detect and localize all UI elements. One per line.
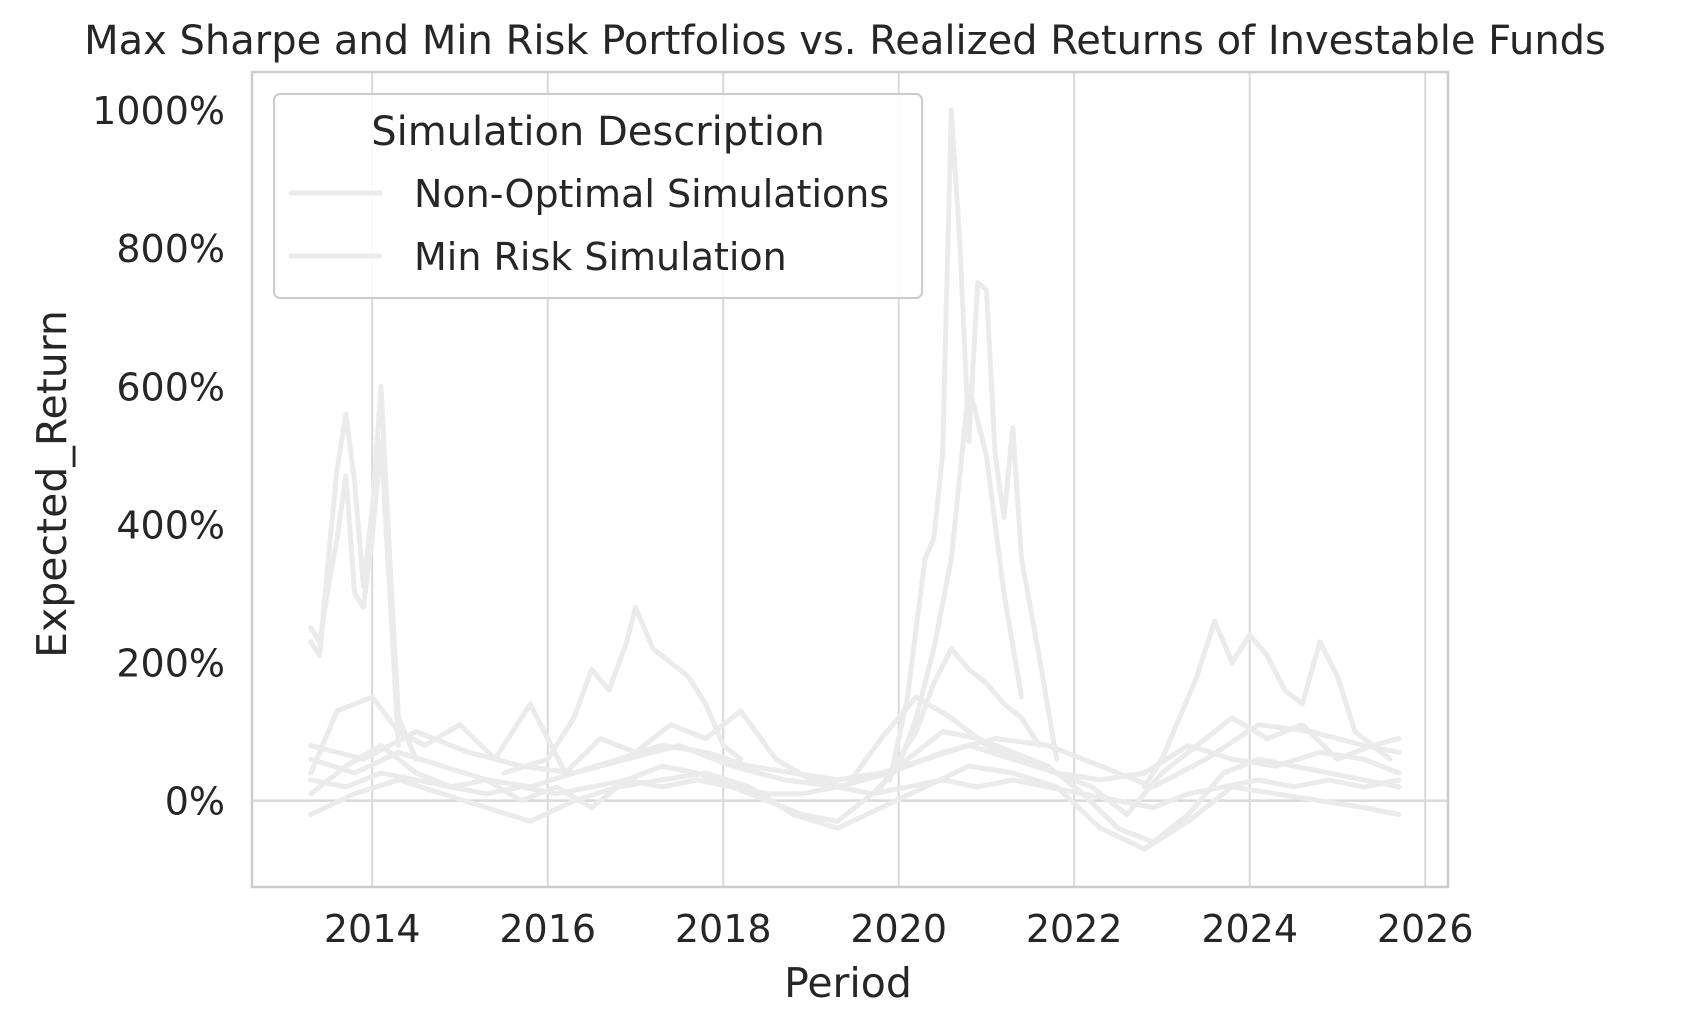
legend-box xyxy=(273,93,923,299)
tick-labels: 2014 2016 2018 2020 2022 2024 2026 0% 200% 400% 60… xyxy=(92,89,1473,951)
y-tick-label-200: 200% xyxy=(116,642,225,686)
x-tick-label-2026: 2026 xyxy=(1377,907,1474,951)
series-line-4 xyxy=(896,383,1024,769)
y-tick-label-1000: 1000% xyxy=(92,89,225,133)
plot-area-border xyxy=(250,70,1450,889)
series-line-2 xyxy=(308,439,401,748)
legend-title: Simulation Description xyxy=(371,109,825,155)
y-tick-label-0: 0% xyxy=(165,780,225,824)
x-tick-label-2022: 2022 xyxy=(1026,907,1123,951)
y-axis-label: Expected_Return xyxy=(28,310,76,658)
series-line-12 xyxy=(308,722,1402,790)
x-tick-label-2016: 2016 xyxy=(499,907,596,951)
x-axis-label: Period xyxy=(784,959,912,1007)
x-tick-label-2018: 2018 xyxy=(675,907,772,951)
y-tick-label-400: 400% xyxy=(116,503,225,547)
y-tick-label-800: 800% xyxy=(116,227,225,271)
axes-frame xyxy=(250,70,1450,889)
series-layer xyxy=(308,107,1402,852)
series-line-9 xyxy=(308,763,1402,852)
series-line-3 xyxy=(887,107,1060,783)
series-line-10 xyxy=(308,742,1402,790)
x-tick-label-2020: 2020 xyxy=(850,907,947,951)
series-line-11 xyxy=(308,770,1402,811)
chart-title: Max Sharpe and Min Risk Portfolios vs. R… xyxy=(84,18,1606,64)
x-tick-label-2014: 2014 xyxy=(324,907,421,951)
series-line-5 xyxy=(501,604,744,776)
series-line-8 xyxy=(308,729,1402,845)
legend-label-min-risk: Min Risk Simulation xyxy=(414,235,787,279)
series-line-6 xyxy=(1141,618,1393,790)
y-tick-label-600: 600% xyxy=(116,365,225,409)
legend-label-non-optimal: Non-Optimal Simulations xyxy=(414,172,889,216)
series-line-13 xyxy=(878,646,1042,790)
legend: Simulation Description Non-Optimal Simul… xyxy=(273,93,923,299)
x-tick-label-2024: 2024 xyxy=(1201,907,1298,951)
